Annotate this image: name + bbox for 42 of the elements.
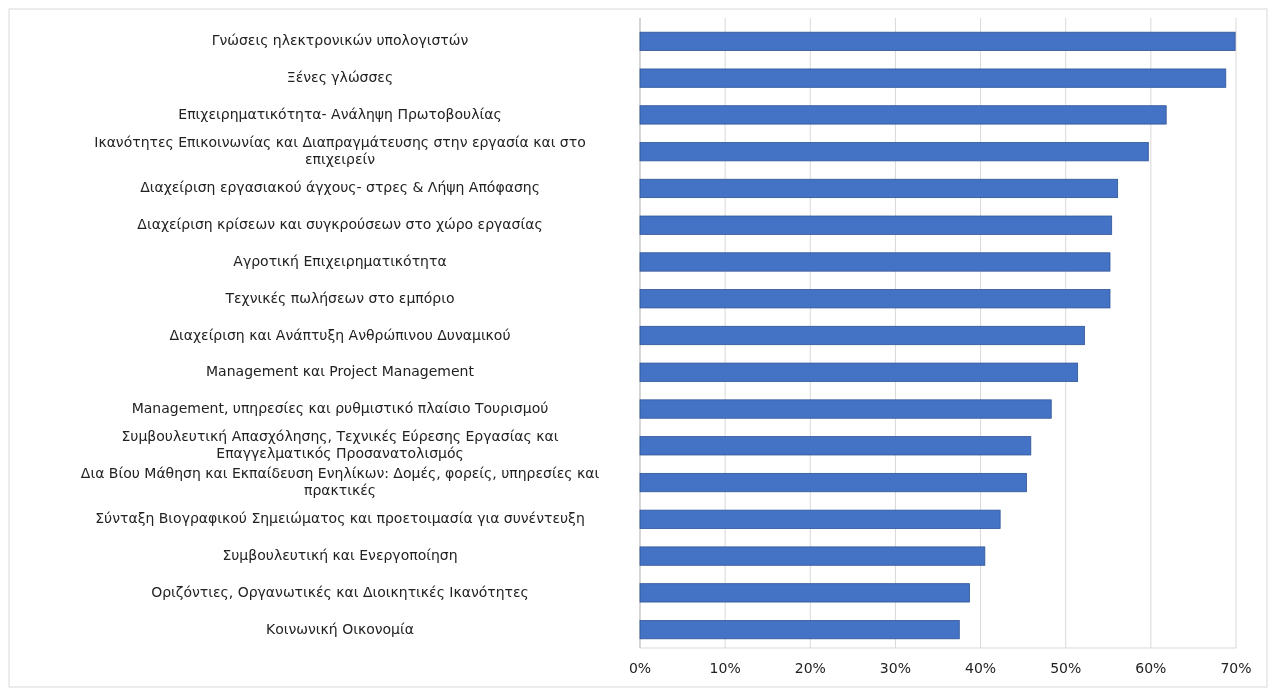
x-tick-label: 30% <box>879 660 911 676</box>
x-tick-label: 0% <box>628 660 652 676</box>
y-tick-label: Δια Βίου Μάθηση και Εκπαίδευση Ενηλίκων: Δομές, φορείς, υπηρεσίες και πρακτικές <box>80 465 600 499</box>
bar <box>639 325 1085 346</box>
y-tick-label: Ξένες γλώσσες <box>286 69 394 86</box>
y-tick-label: Management και Project Management <box>206 363 475 380</box>
x-tick-label: 60% <box>1135 660 1167 676</box>
y-tick-label: Επιχειρηματικότητα- Ανάληψη Πρωτοβουλίας <box>178 105 502 122</box>
y-tick-label: Διαχείριση εργασιακού άγχους- στρες & Λήψη Απόφασης <box>140 179 540 196</box>
y-tick-label: Διαχείριση κρίσεων και συγκρούσεων στο χώρο εργασίας <box>137 216 543 233</box>
y-tick-label: Διαχείριση και Ανάπτυξη Ανθρώπινου Δυναμικού <box>169 326 511 343</box>
bar <box>639 178 1119 199</box>
y-tick-label: Οριζόντιες, Οργανωτικές και Διοικητικές Ικανότητες <box>151 583 529 600</box>
bar <box>639 436 1032 456</box>
bar <box>639 509 1001 529</box>
bar <box>639 31 1236 51</box>
bar <box>639 215 1113 235</box>
y-tick-label: Συμβουλευτική και Ενεργοποίηση <box>222 547 458 564</box>
bar <box>639 68 1227 88</box>
bar <box>639 546 986 566</box>
bar <box>639 583 970 603</box>
y-tick-label: Σύνταξη Βιογραφικού Σημειώματος και προετοιμασία για συνέντευξη <box>95 510 585 527</box>
y-tick-label: Κοινωνική Οικονομία <box>266 620 414 637</box>
bar <box>639 289 1111 309</box>
x-tick-label: 40% <box>965 660 997 676</box>
x-tick-label: 50% <box>1050 660 1082 676</box>
bar <box>639 620 960 640</box>
x-tick-label: 20% <box>794 660 826 676</box>
y-tick-label: Γνώσεις ηλεκτρονικών υπολογιστών <box>211 32 469 49</box>
y-tick-label: Τεχνικές πωλήσεων στο εμπόριο <box>224 289 455 306</box>
bar <box>639 142 1149 162</box>
bar <box>639 399 1052 419</box>
y-tick-label: Ικανότητες Επικοινωνίας και Διαπραγμάτευσης στην εργασία και στο επιχειρείν <box>94 134 586 168</box>
bar <box>639 472 1027 493</box>
x-tick-label: 10% <box>709 660 741 676</box>
x-tick-label: 70% <box>1220 660 1252 676</box>
y-tick-label: Συμβουλευτική Απασχόλησης, Τεχνικές Εύρεσης Εργασίας και Επαγγελματικός Προσανατολισμός <box>121 428 559 462</box>
bar <box>639 105 1167 125</box>
y-tick-label: Management, υπηρεσίες και ρυθμιστικό πλαίσιο Τουρισμού <box>131 400 549 417</box>
bar <box>639 362 1079 382</box>
y-tick-label: Αγροτική Επιχειρηματικότητα <box>233 252 447 269</box>
bar <box>639 252 1111 272</box>
